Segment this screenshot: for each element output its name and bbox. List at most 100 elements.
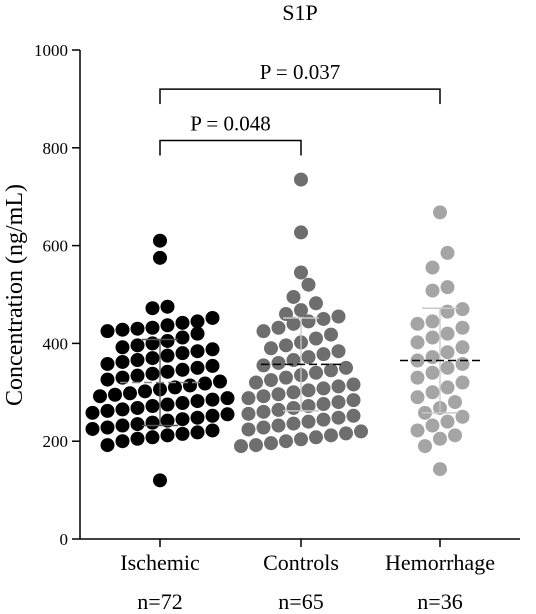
data-point	[346, 393, 361, 408]
data-point	[160, 299, 175, 314]
data-point	[271, 387, 286, 402]
data-point	[130, 431, 145, 446]
data-point	[425, 330, 440, 345]
data-point	[190, 410, 205, 425]
data-point	[160, 333, 175, 348]
p-value-label: P = 0.048	[190, 111, 271, 135]
data-point	[309, 331, 323, 346]
data-point	[455, 375, 470, 390]
data-point	[175, 362, 190, 377]
data-point	[286, 353, 301, 368]
data-point	[145, 320, 160, 335]
data-point	[175, 396, 190, 411]
data-point	[279, 307, 293, 322]
data-point	[309, 365, 323, 380]
y-tick-label: 0	[60, 530, 69, 549]
data-point	[316, 397, 331, 412]
data-point	[433, 205, 447, 220]
data-point	[256, 358, 271, 373]
data-point	[100, 372, 115, 387]
data-point	[145, 415, 160, 430]
data-point	[160, 413, 175, 428]
data-point	[271, 402, 286, 417]
data-point	[301, 414, 316, 429]
data-point	[331, 344, 346, 359]
data-point	[331, 309, 346, 324]
data-point	[316, 311, 331, 326]
data-point	[294, 265, 308, 280]
x-tick-label: Controls	[263, 550, 339, 575]
data-point	[115, 402, 130, 417]
data-point	[271, 320, 286, 335]
data-point	[339, 360, 353, 375]
data-point	[339, 426, 353, 441]
data-point	[294, 303, 308, 318]
data-point	[316, 381, 331, 396]
y-tick-label: 1000	[34, 41, 68, 60]
data-point	[286, 289, 301, 304]
data-point	[286, 385, 301, 400]
data-point	[241, 422, 256, 437]
x-tick-label: Ischemic	[120, 550, 200, 575]
data-point	[331, 379, 346, 394]
data-point	[130, 417, 145, 432]
data-point	[324, 327, 338, 342]
data-point	[138, 384, 152, 399]
data-point	[264, 436, 278, 451]
points-layer	[85, 172, 470, 488]
data-point	[100, 438, 115, 453]
data-point	[115, 322, 130, 337]
data-point	[346, 377, 361, 392]
data-point	[160, 364, 175, 379]
data-point	[309, 296, 323, 311]
data-point	[145, 301, 160, 316]
data-point	[220, 407, 235, 422]
data-point	[331, 410, 346, 425]
data-point	[440, 414, 455, 429]
data-point	[198, 376, 212, 391]
data-point	[205, 310, 220, 325]
data-point	[234, 439, 248, 454]
y-tick-label: 600	[43, 237, 69, 256]
data-point	[324, 428, 338, 443]
data-point	[309, 430, 323, 445]
data-point	[425, 418, 440, 433]
data-point	[440, 326, 455, 341]
data-point	[448, 395, 462, 410]
data-point	[130, 353, 145, 368]
data-point	[190, 394, 205, 409]
sample-size-label: n=72	[137, 589, 182, 614]
data-point	[256, 420, 271, 435]
data-point	[160, 428, 175, 443]
data-point	[440, 380, 455, 395]
y-tick-label: 200	[43, 432, 69, 451]
data-point	[153, 250, 167, 265]
category-label-layer: Ischemic n=72 Controls n=65 Hemorrhage n=36	[120, 550, 495, 614]
y-tick-label: 400	[43, 334, 69, 353]
data-point	[160, 348, 175, 363]
data-point	[279, 338, 293, 353]
data-point	[153, 233, 167, 248]
data-point	[410, 335, 425, 350]
data-point	[205, 423, 220, 438]
data-point	[264, 373, 278, 388]
data-point	[130, 368, 145, 383]
axis-layer: 0 200 400 600 800 1000	[34, 41, 520, 549]
data-point	[168, 380, 182, 395]
sample-size-label: n=65	[278, 589, 323, 614]
data-point	[440, 280, 455, 295]
data-point	[145, 366, 160, 381]
data-point	[425, 365, 440, 380]
data-point	[433, 431, 447, 446]
data-point	[213, 374, 227, 389]
significance-bracket	[159, 88, 441, 105]
data-point	[410, 316, 425, 331]
data-point	[145, 351, 160, 366]
data-point	[286, 416, 301, 431]
data-point	[175, 426, 190, 441]
data-point	[425, 314, 440, 329]
data-point	[271, 355, 286, 370]
data-point	[256, 324, 271, 339]
chart-title: S1P	[282, 0, 317, 25]
data-point	[100, 403, 115, 418]
